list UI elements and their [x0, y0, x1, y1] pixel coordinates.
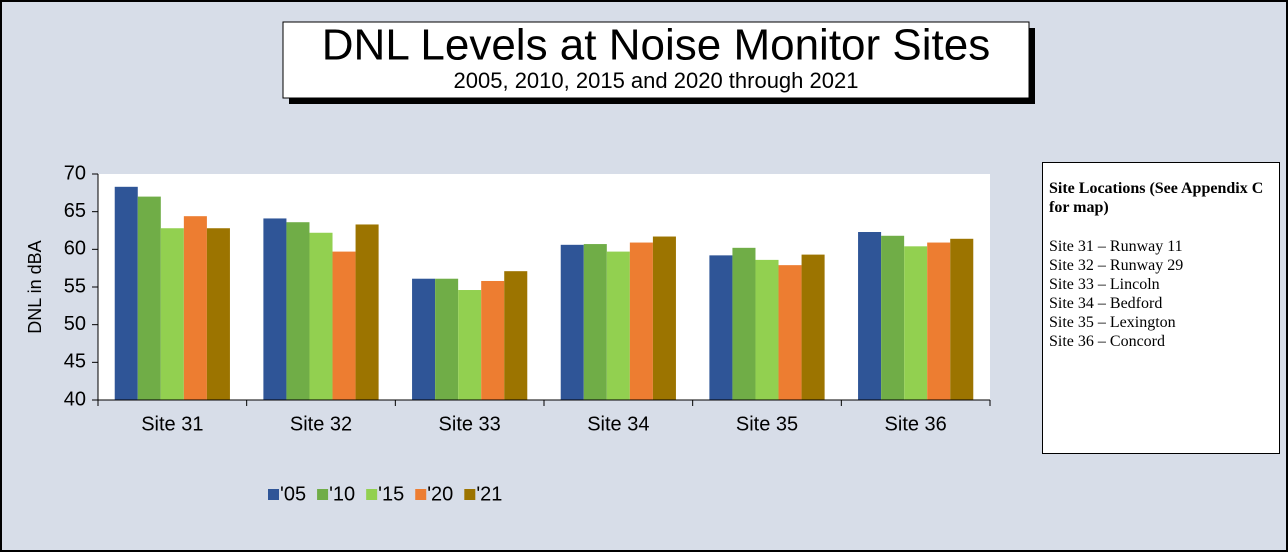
bar	[263, 218, 287, 400]
y-tick-label: 55	[64, 275, 86, 297]
site-item: Site 31 – Runway 11	[1049, 238, 1183, 255]
bar	[732, 247, 756, 400]
bar	[137, 196, 161, 400]
bar	[160, 228, 184, 400]
legend-label: '10	[329, 483, 355, 505]
site-locations-title: Site Locations (See Appendix C for map)	[1049, 180, 1264, 216]
title-box	[282, 21, 1030, 99]
legend-swatch	[415, 489, 427, 500]
x-tick-label: Site 33	[439, 413, 501, 435]
bar	[435, 278, 459, 400]
site-locations-box: Site Locations (See Appendix C for map) …	[1042, 162, 1280, 454]
bar	[309, 232, 333, 400]
bar	[652, 236, 676, 400]
site-item: Site 32 – Runway 29	[1049, 257, 1184, 274]
x-tick-label: Site 34	[587, 413, 649, 435]
bar	[504, 271, 528, 400]
bar	[206, 228, 230, 400]
bar	[355, 224, 379, 400]
y-tick-label: 50	[64, 313, 86, 335]
legend-label: '05	[280, 483, 306, 505]
y-tick-label: 65	[64, 200, 86, 222]
bar	[560, 244, 584, 400]
x-tick-label: Site 32	[290, 413, 352, 435]
chart-subtitle: 2005, 2010, 2015 and 2020 through 2021	[454, 68, 859, 93]
bar	[583, 244, 607, 400]
legend-swatch	[366, 489, 378, 500]
bar	[927, 242, 951, 400]
y-axis-label: DNL in dBA	[25, 240, 45, 333]
bar	[412, 278, 436, 400]
bar	[458, 290, 482, 400]
bar	[950, 238, 974, 400]
legend-label: '20	[427, 483, 453, 505]
bar	[332, 251, 356, 400]
bar	[286, 222, 310, 400]
site-item: Site 36 – Concord	[1049, 333, 1165, 350]
site-item: Site 35 – Lexington	[1049, 314, 1176, 331]
bar	[778, 265, 802, 400]
y-tick-label: 70	[64, 162, 86, 184]
bar	[606, 251, 630, 400]
bar	[114, 186, 138, 400]
y-tick-label: 45	[64, 351, 86, 373]
legend-label: '21	[476, 483, 502, 505]
bar	[858, 232, 882, 400]
site-item: Site 33 – Lincoln	[1049, 276, 1160, 293]
x-tick-label: Site 31	[141, 413, 203, 435]
bar	[183, 216, 207, 400]
bar	[629, 242, 653, 400]
site-list: Site 31 – Runway 11 Site 32 – Runway 29 Si…	[1049, 237, 1273, 351]
bar	[881, 235, 905, 400]
plot-area	[98, 174, 990, 400]
x-tick-label: Site 36	[885, 413, 947, 435]
chart-title: DNL Levels at Noise Monitor Sites	[322, 21, 990, 70]
legend-swatch	[317, 489, 329, 500]
bar	[481, 280, 505, 400]
legend-swatch	[464, 489, 476, 500]
x-tick-label: Site 35	[736, 413, 798, 435]
legend-label: '15	[378, 483, 404, 505]
y-tick-label: 60	[64, 238, 86, 260]
bar	[801, 254, 825, 400]
bar	[904, 246, 928, 400]
legend-swatch	[268, 489, 279, 500]
bar	[755, 259, 779, 400]
bar	[709, 255, 733, 400]
site-item: Site 34 – Bedford	[1049, 295, 1163, 312]
y-tick-label: 40	[64, 388, 86, 410]
